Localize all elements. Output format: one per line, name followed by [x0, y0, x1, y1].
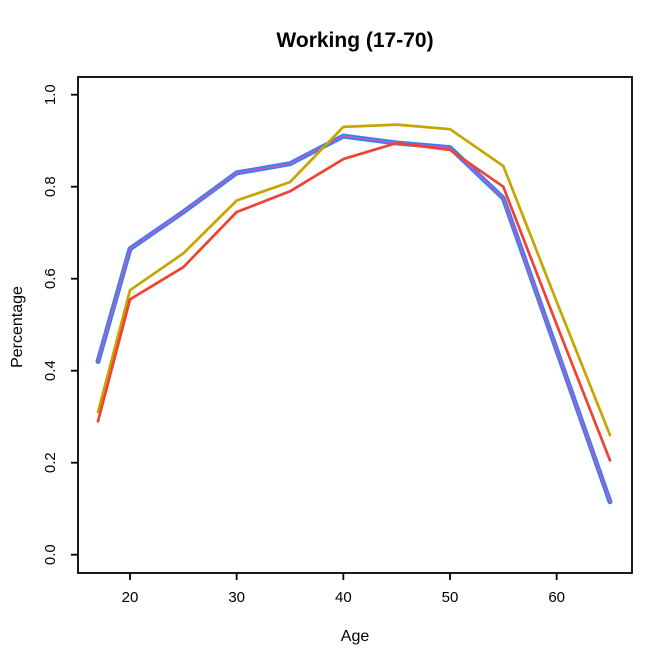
- y-tick-label: 0.8: [42, 176, 59, 197]
- y-tick-label: 0.2: [42, 452, 59, 473]
- series-line-dark-yellow: [96, 123, 612, 437]
- plot-box: [77, 76, 633, 574]
- y-tick-label: 0.4: [42, 360, 59, 381]
- x-tick-label: 30: [228, 589, 245, 606]
- y-tick-label: 0.6: [42, 268, 59, 289]
- x-axis-label: Age: [341, 628, 370, 645]
- series-line-red: [96, 141, 612, 462]
- y-tick-label: 0.0: [42, 544, 59, 565]
- axis-ticks: 20 30 40 50 60 0.0 0.2 0.4 0.6 0.8 1.0: [42, 84, 565, 606]
- series-line-magenta-overlay: [97, 135, 611, 503]
- x-tick-label: 60: [548, 589, 565, 606]
- y-tick-label: 1.0: [42, 84, 59, 105]
- x-tick-label: 40: [335, 589, 352, 606]
- x-tick-label: 50: [442, 589, 459, 606]
- series-line-blue-thick: [95, 133, 613, 505]
- chart-title: Working (17-70): [276, 29, 433, 52]
- series-lines: [95, 123, 613, 505]
- y-axis-label: Percentage: [9, 286, 26, 368]
- x-tick-label: 20: [122, 589, 139, 606]
